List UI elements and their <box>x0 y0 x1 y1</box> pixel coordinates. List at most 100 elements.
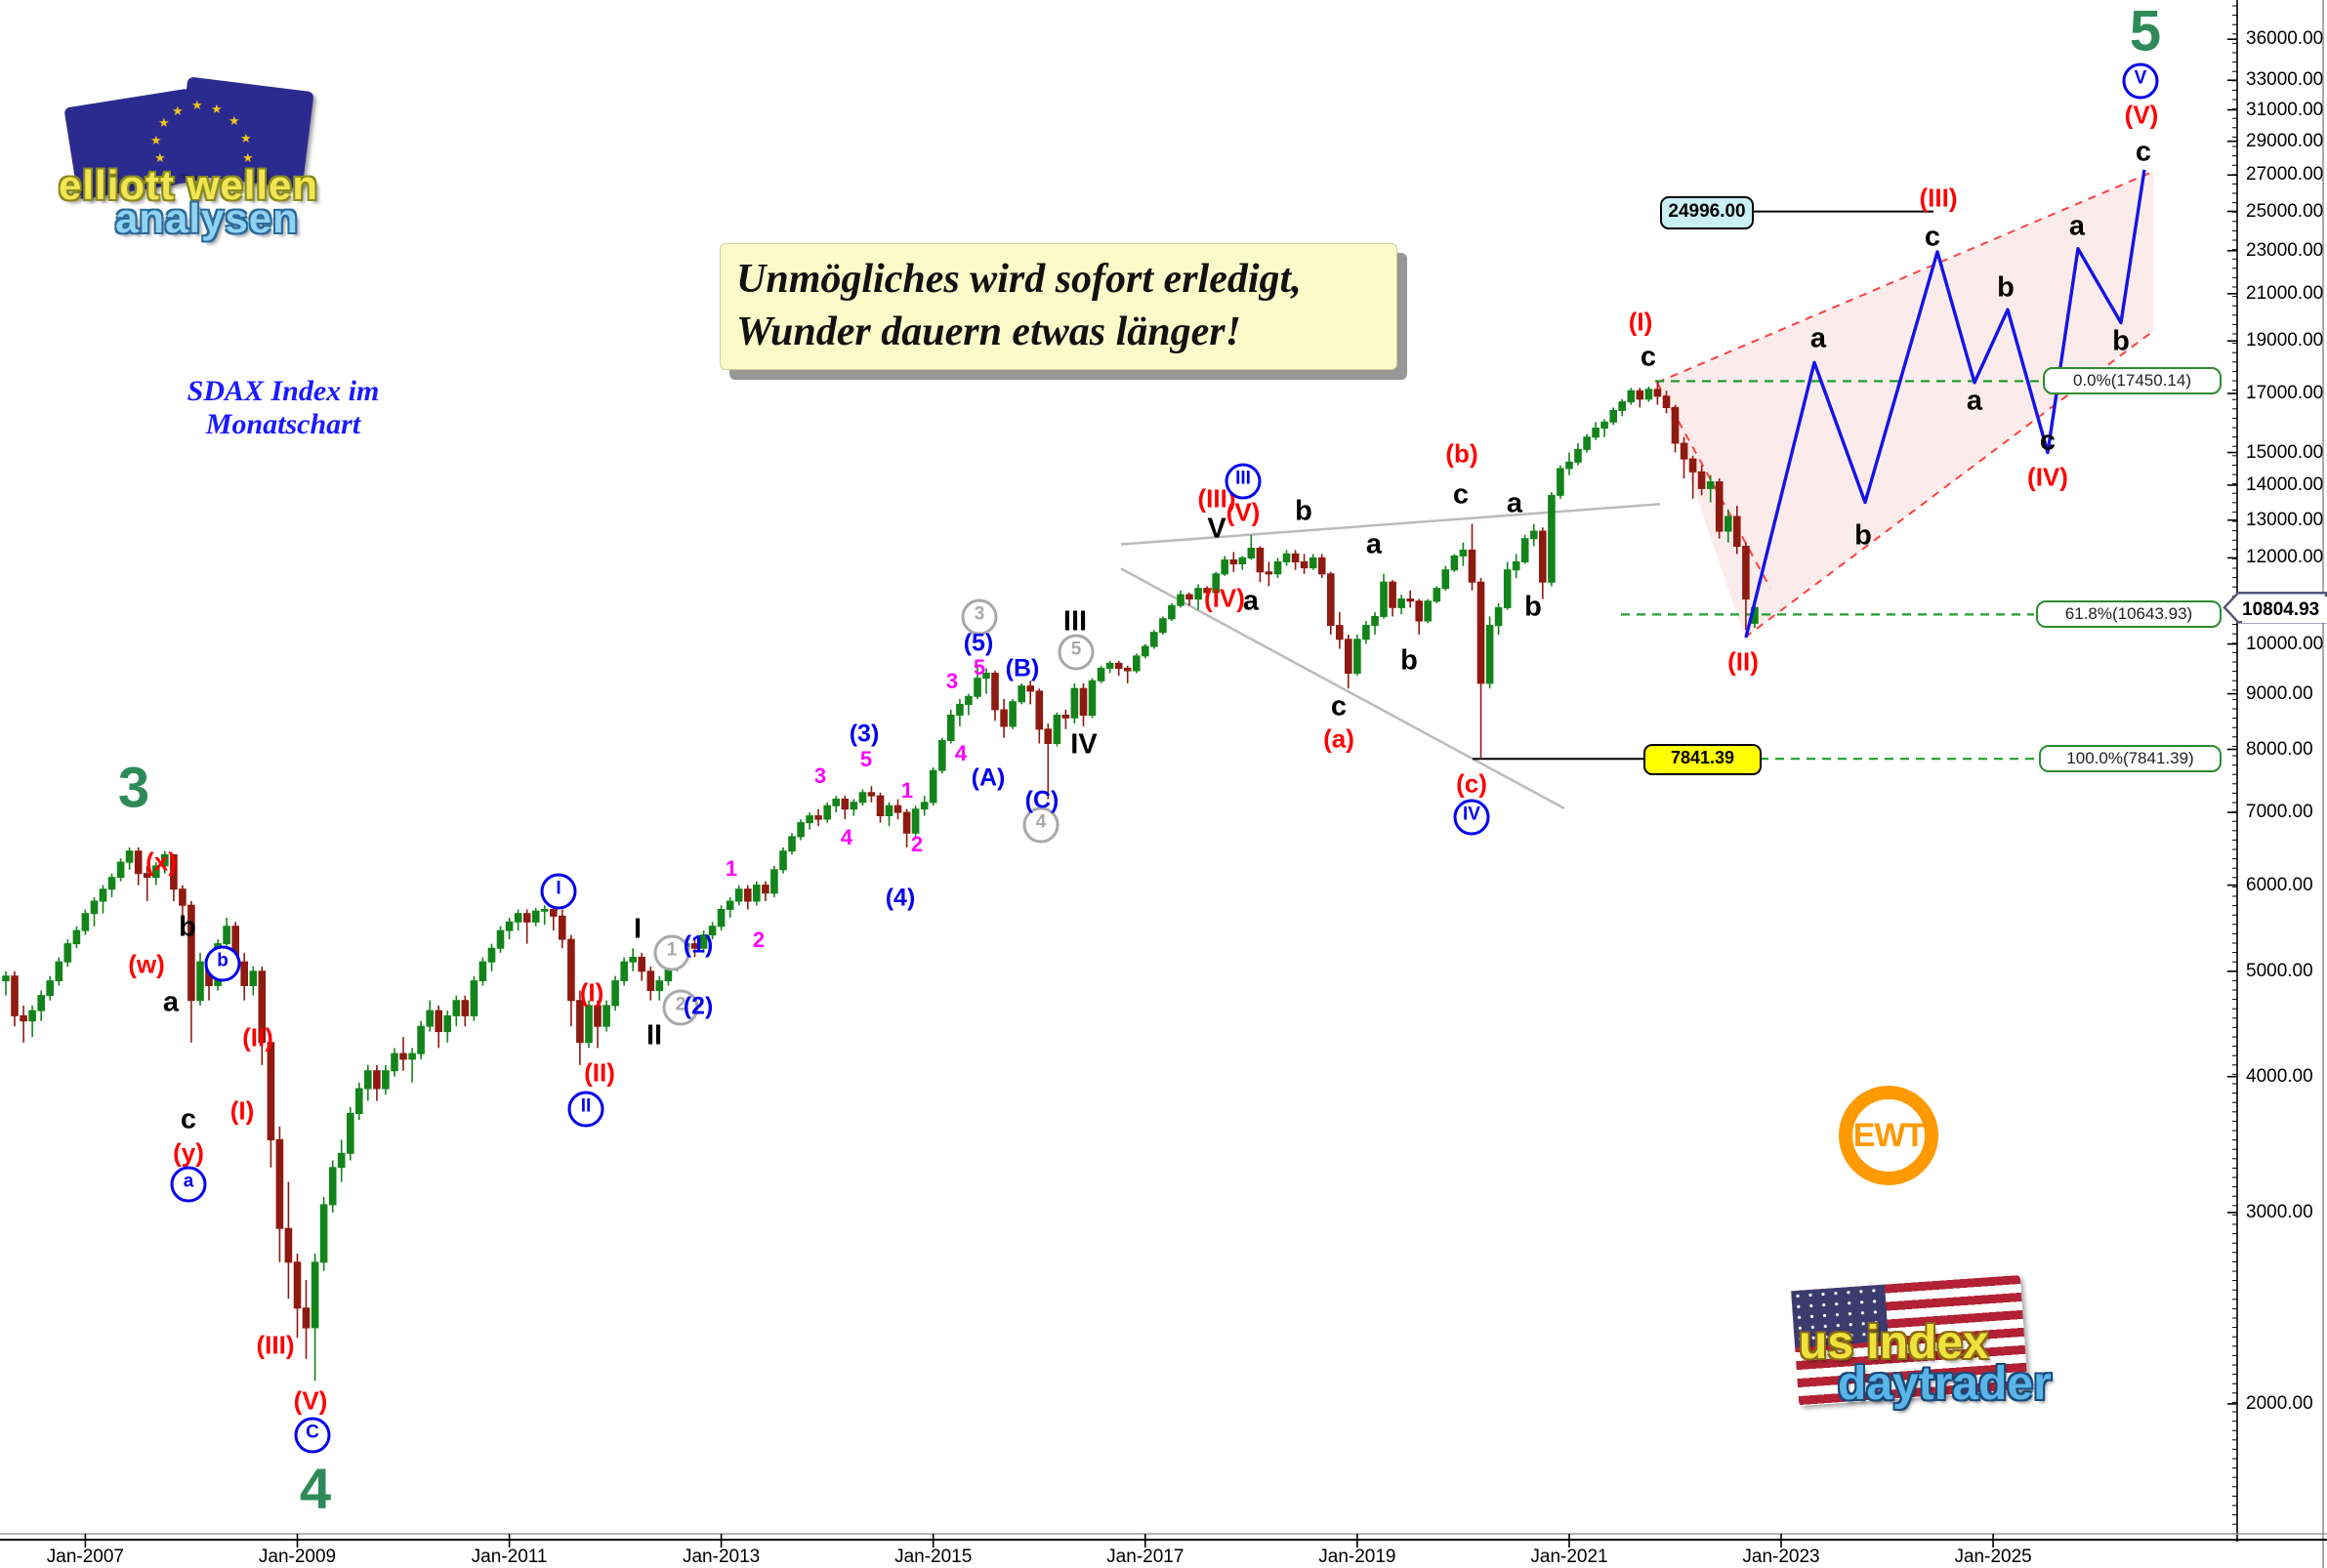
time-axis-label: Jan-2017 <box>1106 1547 1184 1567</box>
red-dashed-line <box>1656 170 2154 384</box>
ewt-badge-icon: EWT <box>1839 1086 1938 1185</box>
wave-label: (2) <box>683 992 714 1020</box>
candlestick <box>1070 682 1079 724</box>
eu-star-icon: ★ <box>211 102 223 116</box>
price-target-label: 24996.00 <box>1660 196 1754 229</box>
candlestick <box>788 833 796 855</box>
trendline <box>1120 503 1661 546</box>
wave-label: I <box>633 913 643 945</box>
candlestick <box>1380 573 1388 619</box>
candlestick <box>1142 643 1149 659</box>
wave-label: (a) <box>1323 723 1354 754</box>
candlestick <box>1441 565 1450 591</box>
candlestick <box>1185 593 1193 606</box>
candlestick <box>1247 534 1256 560</box>
candlestick <box>540 905 549 925</box>
wave-label: c <box>1640 341 1657 373</box>
candlestick <box>72 926 81 949</box>
candlestick <box>1406 590 1415 608</box>
quote-line1: Unmögliches wird sofort erledigt, <box>736 257 1302 302</box>
projection-wedge <box>1657 171 2153 638</box>
time-axis-label: Jan-2013 <box>682 1547 761 1567</box>
candlestick <box>170 853 178 901</box>
candlestick <box>1105 660 1114 674</box>
circled-wave-label: III <box>1225 463 1262 500</box>
wave-label: b <box>1400 644 1418 677</box>
candlestick <box>391 1048 398 1077</box>
candlestick <box>1644 386 1653 402</box>
candlestick <box>1203 586 1211 606</box>
candlestick <box>1123 665 1132 683</box>
candlestick <box>885 802 893 827</box>
candlestick <box>470 975 478 1021</box>
candlestick <box>611 975 619 1011</box>
candlestick <box>1415 598 1424 635</box>
eu-star-icon: ★ <box>191 98 203 112</box>
candlestick <box>1371 611 1379 635</box>
candlestick <box>382 1064 390 1095</box>
candlestick <box>99 885 107 914</box>
current-price-marker[interactable]: 10804.93 <box>2242 597 2327 623</box>
crash-low-label: 7841.39 <box>1643 744 1762 775</box>
candlestick <box>1503 561 1512 610</box>
candlestick <box>902 808 911 847</box>
fib-level-label: 61.8%(10643.93) <box>2036 600 2222 629</box>
candlestick <box>1724 509 1732 543</box>
wave-label: b <box>2112 325 2130 357</box>
wave-label: a <box>1809 322 1827 354</box>
wave-label: (B) <box>1005 654 1040 682</box>
circled-wave-label: IV <box>1453 799 1490 836</box>
price-axis-label: 19000.00 <box>2246 330 2324 351</box>
candlestick <box>655 975 664 1001</box>
candlestick <box>734 885 743 906</box>
wave-label: b <box>179 911 196 943</box>
candlestick <box>11 970 19 1027</box>
candlestick <box>426 1000 434 1032</box>
candlestick <box>762 881 769 901</box>
candlestick <box>364 1064 372 1101</box>
candlestick <box>1565 452 1573 475</box>
eu-star-icon: ★ <box>150 133 162 147</box>
candlestick <box>328 1160 337 1213</box>
candlestick <box>267 1037 275 1168</box>
candlestick <box>161 850 169 874</box>
candlestick <box>63 939 72 967</box>
price-axis-label: 4000.00 <box>2246 1065 2313 1087</box>
candlestick <box>1680 436 1688 478</box>
price-axis-label: 29000.00 <box>2246 130 2324 151</box>
candlestick <box>1715 478 1724 539</box>
wave-label: (IV) <box>2027 462 2068 492</box>
candlestick <box>240 952 248 1001</box>
candlestick <box>1433 586 1441 603</box>
quote-line2: Wunder dauern etwas länger! <box>736 309 1241 354</box>
candlestick <box>1177 590 1184 608</box>
candlestick <box>249 967 258 996</box>
candlestick <box>1291 550 1300 570</box>
wave-label: II <box>645 1019 663 1052</box>
us-index-daytrader-logo: us index daytrader <box>1791 1274 2117 1433</box>
circled-wave-label: b <box>204 945 241 982</box>
candlestick <box>478 957 487 986</box>
wave-label: (II) <box>584 1057 615 1088</box>
candlestick <box>646 967 655 1001</box>
candlestick <box>258 967 267 1065</box>
circled-wave-label: II <box>567 1091 604 1128</box>
candlestick <box>1530 523 1538 547</box>
wave-label: (c) <box>1456 768 1487 799</box>
wave-label: b <box>1997 271 2015 304</box>
circled-wave-label: 1 <box>653 934 690 971</box>
time-axis-label: Jan-2011 <box>471 1547 548 1567</box>
time-axis-label: Jan-2025 <box>1954 1547 2032 1567</box>
candlestick <box>1061 710 1070 729</box>
candlestick <box>938 737 946 774</box>
circled-wave-label: 3 <box>961 598 998 636</box>
wave-label: c <box>1330 690 1348 722</box>
eu-star-icon: ★ <box>242 150 254 165</box>
candlestick <box>1256 546 1265 583</box>
candlestick <box>408 1048 416 1083</box>
eu-star-icon: ★ <box>158 115 170 130</box>
candlestick <box>1671 404 1680 453</box>
candlestick <box>1026 681 1035 705</box>
